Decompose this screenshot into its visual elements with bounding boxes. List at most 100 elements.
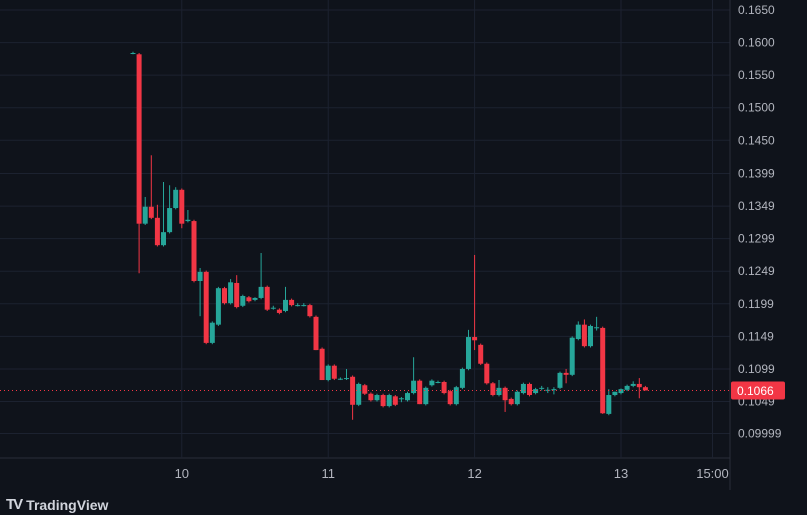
- y-tick-label: 0.1450: [738, 133, 775, 147]
- candle-body: [203, 271, 209, 343]
- candle-body: [374, 395, 380, 401]
- candle-body: [508, 398, 514, 405]
- candle-up: [453, 385, 459, 406]
- candle-body: [167, 208, 173, 233]
- y-tick-label: 0.1099: [738, 362, 775, 376]
- candle-up: [258, 252, 264, 300]
- y-tick-label: 0.1149: [738, 329, 774, 343]
- candle-body: [185, 219, 191, 222]
- candle-body: [240, 295, 246, 306]
- candle-up: [240, 294, 246, 308]
- x-tick-label: 11: [321, 466, 335, 481]
- candle-body: [466, 337, 471, 369]
- candle-body: [490, 383, 496, 396]
- candle-body: [594, 327, 600, 329]
- candle-body: [325, 365, 331, 381]
- candle-body: [405, 393, 410, 401]
- candle-body: [319, 348, 325, 381]
- candle-up: [374, 393, 380, 402]
- y-tick-label: 0.1299: [738, 232, 775, 246]
- y-tick-label: 0.1199: [738, 297, 774, 311]
- time-axis[interactable]: 10 11 12 13 15:00: [175, 466, 729, 481]
- candle-body: [179, 189, 185, 224]
- candle-up: [545, 387, 551, 394]
- candle-down: [331, 364, 337, 381]
- candle-body: [362, 385, 368, 394]
- candle-up: [594, 316, 600, 331]
- candle-body: [283, 299, 288, 311]
- candle-body: [289, 299, 295, 306]
- candle-body: [356, 383, 362, 405]
- candle-body: [588, 325, 593, 347]
- candle-up: [173, 187, 179, 210]
- candle-body: [435, 381, 441, 383]
- candle-up: [252, 297, 258, 302]
- x-tick-label: 13: [614, 466, 628, 481]
- candle-body: [429, 380, 435, 386]
- candle-up: [533, 387, 539, 395]
- candle-body: [264, 286, 270, 310]
- candle-body: [392, 396, 398, 405]
- candle-body: [154, 217, 160, 246]
- candle-down: [191, 219, 197, 283]
- candle-body: [258, 286, 264, 298]
- candle-down: [478, 343, 484, 366]
- candle-up: [283, 286, 288, 313]
- candle-body: [295, 305, 301, 307]
- candle-up: [588, 324, 593, 348]
- candle-up: [630, 381, 636, 388]
- candle-body: [301, 305, 307, 307]
- candle-up: [569, 336, 575, 377]
- y-tick-label: 0.1650: [738, 3, 775, 17]
- candle-body: [551, 389, 557, 391]
- candlestick-chart[interactable]: 0.1650 0.1600 0.1550 0.1500 0.1450 0.1399 0.13…: [0, 0, 807, 490]
- candle-down: [319, 347, 325, 381]
- candle-up: [405, 391, 410, 402]
- candle-body: [606, 395, 612, 414]
- candle-up: [459, 367, 465, 390]
- candle-body: [307, 305, 313, 317]
- candle-body: [612, 391, 618, 396]
- last-price-badge: [731, 381, 785, 400]
- candle-up: [423, 386, 429, 406]
- candle-body: [215, 288, 221, 325]
- price-axis[interactable]: 0.1650 0.1600 0.1550 0.1500 0.1450 0.1399 0.13…: [738, 3, 782, 441]
- tradingview-branding[interactable]: TV TradingView: [6, 496, 108, 513]
- candle-body: [209, 322, 215, 343]
- candle-body: [337, 378, 343, 380]
- x-tick-label: 12: [467, 466, 481, 481]
- x-tick-label: 15:00: [696, 466, 729, 481]
- candle-body: [453, 387, 459, 405]
- candle-body: [545, 389, 551, 391]
- candle-body: [368, 393, 374, 401]
- candle-down: [368, 392, 374, 402]
- candle-up: [557, 371, 563, 390]
- tradingview-logo-icon: TV: [6, 496, 23, 513]
- candle-body: [270, 307, 276, 309]
- last-price-label: 0.1066: [737, 384, 774, 398]
- candle-body: [380, 395, 386, 407]
- candle-down: [581, 319, 587, 348]
- candle-down: [392, 395, 398, 407]
- candle-body: [276, 309, 282, 313]
- candle-down: [234, 275, 240, 309]
- candle-down: [527, 382, 532, 397]
- candle-down: [563, 368, 569, 384]
- candle-body: [557, 372, 563, 388]
- candle-down: [203, 270, 209, 345]
- brand-name: TradingView: [26, 496, 109, 513]
- candle-body: [228, 282, 234, 304]
- candle-up: [209, 321, 215, 345]
- candle-down: [307, 303, 313, 318]
- candle-body: [197, 271, 203, 282]
- candle-down: [222, 286, 227, 305]
- candle-body: [618, 389, 624, 394]
- candle-up: [356, 382, 362, 407]
- candle-body: [642, 387, 648, 391]
- candle-down: [508, 397, 514, 406]
- candle-down: [148, 155, 154, 220]
- candle-body: [130, 52, 136, 54]
- candle-body: [246, 297, 252, 302]
- candle-up: [325, 364, 331, 382]
- y-tick-label: 0.1249: [738, 264, 775, 278]
